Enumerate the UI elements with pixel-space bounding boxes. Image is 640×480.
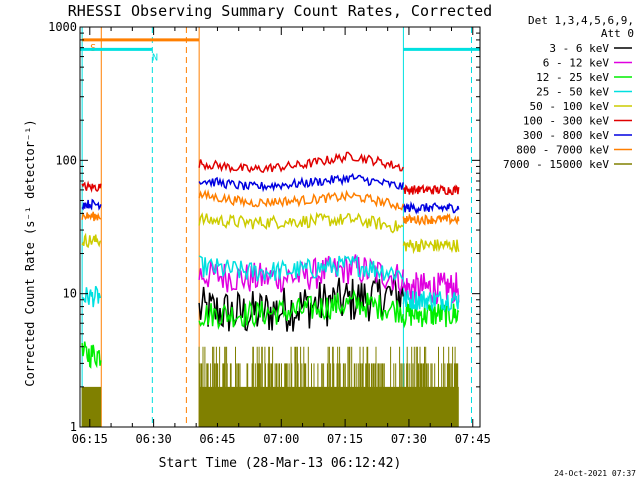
x-tick-label: 07:15 [327, 432, 363, 446]
timestamp: 24-Oct-2021 07:37 [554, 469, 636, 478]
series-50-100keV [81, 211, 460, 255]
legend-label: 300 - 800 keV [523, 129, 609, 142]
legend-label: 6 - 12 keV [543, 57, 610, 70]
x-axis-label: Start Time (28-Mar-13 06:12:42) [159, 456, 402, 471]
series-trace [81, 211, 102, 222]
plot-frame [79, 26, 481, 428]
legend-label: 3 - 6 keV [549, 42, 609, 55]
series-trace [402, 290, 460, 313]
y-axis-title: Corrected Count Rate (s⁻¹ detector⁻¹) [23, 119, 37, 386]
series-trace [402, 200, 460, 215]
x-tick-label: 06:15 [72, 432, 108, 446]
series-12-25keV [81, 289, 460, 369]
series-trace [402, 212, 460, 226]
series-25-50keV [81, 254, 460, 313]
x-tick-label: 06:30 [136, 432, 172, 446]
series-trace [198, 151, 404, 174]
legend-header-line-2: Att 0 [601, 27, 634, 40]
series-trace [198, 172, 404, 193]
legend: Det 1,3,4,5,6,9, Att 0 3 - 6 keV 6 - 12 k… [503, 14, 634, 171]
x-tick-label: 07:00 [263, 432, 299, 446]
series-trace [402, 183, 460, 196]
legend-label: 800 - 7000 keV [516, 144, 609, 157]
series-trace [198, 254, 404, 282]
legend-label: 25 - 50 keV [536, 86, 609, 99]
series-7000-15000keV [81, 346, 459, 427]
series-trace [81, 285, 102, 308]
series-trace [198, 211, 404, 234]
series-100-300keV [81, 151, 460, 196]
series-trace [81, 198, 102, 211]
y-tick-label: 1 [70, 420, 77, 434]
y-tick-label: 10 [63, 287, 77, 301]
series-trace [81, 180, 102, 194]
x-tick-label: 07:45 [455, 432, 491, 446]
chart-title: RHESSI Observing Summary Count Rates, Co… [68, 2, 492, 20]
series-trace [198, 289, 404, 330]
series-800-7000keV [81, 189, 460, 226]
series-trace [81, 346, 459, 427]
x-tick-label: 06:45 [199, 432, 235, 446]
y-tick-label: 100 [55, 153, 77, 167]
series-trace [402, 238, 460, 255]
legend-label: 50 - 100 keV [530, 100, 610, 113]
legend-header-line-1: Det 1,3,4,5,6,9, [528, 14, 634, 27]
legend-label: 7000 - 15000 keV [503, 158, 609, 171]
series-300-800keV [81, 172, 460, 215]
legend-label: 100 - 300 keV [523, 115, 609, 128]
legend-label: 12 - 25 keV [536, 71, 609, 84]
y-axis-label: Corrected Count Rate (s⁻¹ detector⁻¹) [23, 119, 37, 386]
series-trace [198, 189, 404, 211]
x-tick-label: 07:30 [391, 432, 427, 446]
plot-area: SN [80, 27, 480, 427]
series-trace [402, 300, 460, 329]
y-tick-label: 1000 [48, 20, 77, 34]
series-trace [81, 341, 102, 369]
flag-label-N: N [152, 52, 158, 63]
series-trace [81, 232, 102, 249]
axes: 1 10 100 1000 06:15 06:30 06:45 07:00 07:15 07:30… [48, 20, 491, 446]
